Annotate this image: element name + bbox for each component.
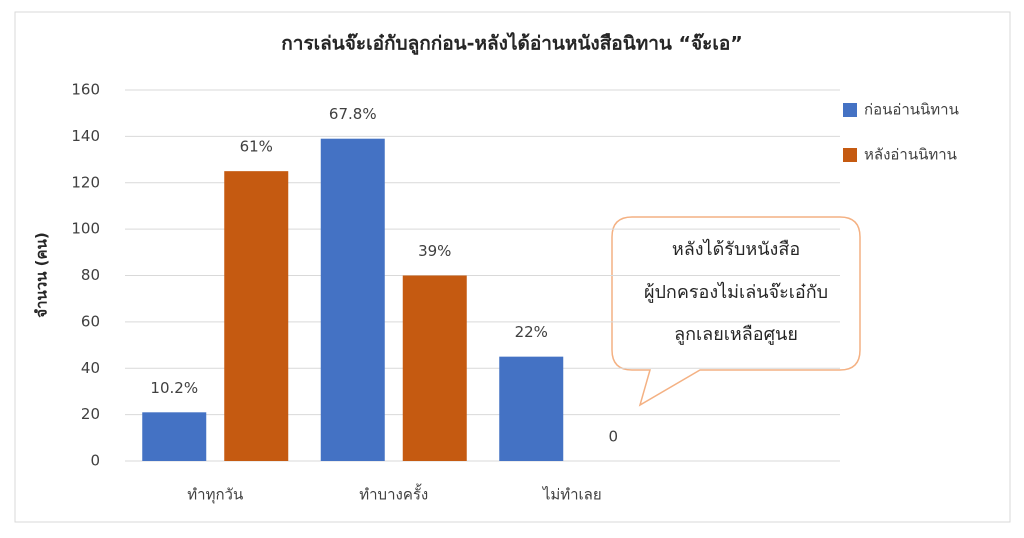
y-tick-label: 60 [81, 312, 100, 330]
legend-label: ก่อนอ่านนิทาน [864, 101, 959, 119]
y-tick-label: 160 [71, 81, 100, 99]
bar [320, 138, 385, 461]
data-label: 10.2% [150, 379, 198, 397]
x-tick-label: ไม่ทำเลย [542, 486, 602, 504]
legend-swatch [843, 103, 857, 117]
callout-text: ลูกเลยเหลือศูนย [674, 324, 798, 345]
y-tick-label: 140 [71, 127, 100, 145]
callout-text: หลังได้รับหนังสือ [672, 238, 800, 260]
data-label: 39% [418, 242, 451, 260]
data-label: 61% [240, 138, 273, 156]
data-label: 22% [515, 323, 548, 341]
y-tick-label: 80 [81, 266, 100, 284]
y-tick-label: 0 [90, 452, 100, 470]
chart-title: การเล่นจ๊ะเอ๋กับลูกก่อน-หลังได้อ่านหนังส… [281, 32, 742, 56]
y-tick-label: 40 [81, 359, 100, 377]
x-tick-label: ทำบางครั้ง [359, 484, 428, 504]
legend-label: หลังอ่านนิทาน [864, 146, 957, 164]
y-axis-label: จำนวน (คน) [33, 232, 51, 317]
callout [611, 216, 861, 407]
bar [224, 171, 289, 461]
data-label: 0 [608, 428, 618, 446]
bar [499, 356, 564, 461]
y-tick-label: 120 [71, 173, 100, 191]
bar [142, 412, 207, 461]
data-label: 67.8% [329, 105, 377, 123]
callout-text: ผู้ปกครองไม่เล่นจ๊ะเอ๋กับ [644, 281, 828, 303]
x-tick-label: ทำทุกวัน [187, 486, 243, 505]
y-tick-label: 100 [71, 220, 100, 238]
legend-swatch [843, 148, 857, 162]
bar [402, 275, 467, 461]
y-tick-label: 20 [81, 405, 100, 423]
